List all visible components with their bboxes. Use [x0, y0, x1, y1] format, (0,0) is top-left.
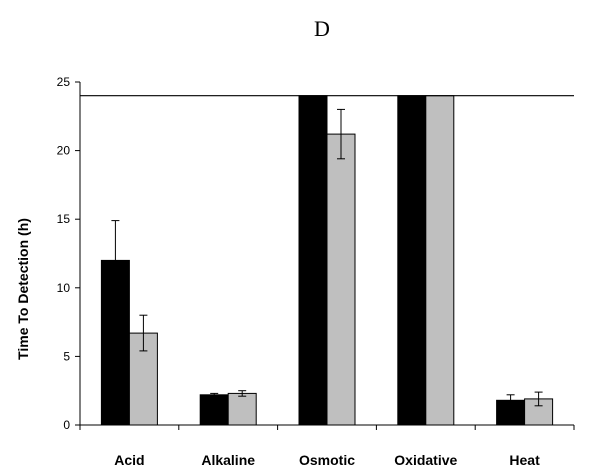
x-tick-label-alkaline: Alkaline: [201, 452, 255, 468]
x-tick-label-acid: Acid: [114, 452, 144, 468]
bar-oxidative-series-1: [397, 95, 427, 426]
y-tick-label: 5: [63, 349, 70, 363]
plot-area: 0 5 10 15 20 25 Acid Alkaline Osmotic Oxidative He…: [57, 75, 575, 468]
y-tick-label: 0: [63, 418, 70, 432]
x-tick-label-oxidative: Oxidative: [394, 452, 457, 468]
y-tick-label: 20: [57, 144, 71, 158]
y-tick-label: 15: [57, 212, 71, 226]
y-tick-label: 10: [57, 281, 71, 295]
bar-alkaline-series-1: [199, 394, 229, 426]
x-tick-label-osmotic: Osmotic: [299, 452, 355, 468]
y-tick-label: 25: [57, 75, 71, 89]
x-tick-label-heat: Heat: [509, 452, 540, 468]
panel-label: D: [314, 16, 330, 41]
y-axis-title: Time To Detection (h): [15, 218, 31, 360]
bar-oxidative-series-2: [425, 95, 455, 426]
bar-osmotic-series-2: [326, 133, 356, 426]
bar-alkaline-series-2: [227, 392, 257, 426]
bar-osmotic-series-1: [298, 95, 328, 426]
